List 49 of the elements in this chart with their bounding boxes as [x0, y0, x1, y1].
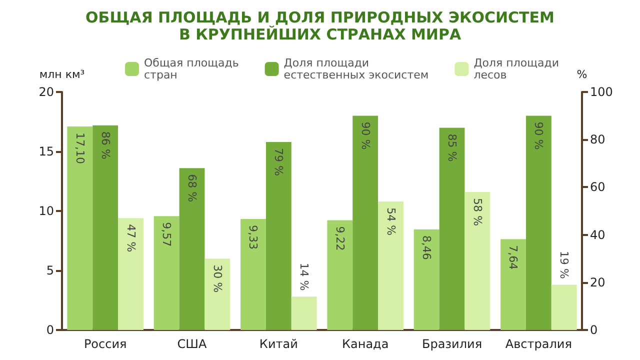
x-tick-label: Канада: [342, 337, 389, 351]
x-tick-label: Австралия: [505, 337, 572, 351]
data-label: 58 %: [470, 198, 484, 226]
data-label: 79 %: [272, 148, 286, 176]
bar: [204, 258, 230, 330]
data-label: 9,22: [333, 226, 346, 251]
data-label: 85 %: [446, 134, 458, 162]
y2-tick-label: 40: [590, 228, 606, 242]
y-axis-title: млн км³: [39, 68, 85, 81]
legend-label: Доля площади естественных экосистем: [284, 56, 429, 82]
y2-tick-label: 100: [590, 85, 613, 99]
bar: [378, 201, 404, 330]
x-tick-label: Бразилия: [422, 337, 482, 351]
y-tick-label: 15: [38, 144, 54, 158]
bar: [464, 192, 490, 330]
bar: [118, 218, 144, 330]
bar: [526, 116, 552, 330]
x-tick-label: США: [177, 337, 208, 351]
data-label: 54 %: [384, 207, 398, 236]
data-label: 17,10: [73, 132, 86, 164]
legend-label: Доля площади лесов: [474, 56, 559, 82]
data-label: 30 %: [210, 264, 224, 293]
y2-tick-label: 20: [590, 275, 606, 290]
y2-axis-title: %: [576, 68, 588, 81]
x-tick-label: Россия: [84, 337, 127, 351]
chart-title: ОБЩАЯ ПЛОЩАДЬ И ДОЛЯ ПРИРОДНЫХ ЭКОСИСТЕМ В КРУПНЕЙШИХ СТРАНАХ МИРА: [86, 8, 554, 44]
y-tick-label: 20: [38, 85, 54, 99]
data-label: 8,46: [420, 235, 434, 260]
data-label: 90 %: [358, 122, 372, 150]
bar: [439, 128, 465, 330]
y-tick-label: 5: [46, 264, 54, 278]
y-tick-label: 0: [46, 323, 54, 337]
data-label: 19 %: [558, 250, 571, 279]
data-label: 90 %: [532, 122, 546, 150]
y2-tick-label: 80: [590, 132, 606, 147]
bar: [291, 296, 317, 330]
y2-tick-label: 0: [590, 323, 598, 337]
data-label: 47 %: [124, 224, 138, 252]
data-label: 14 %: [298, 262, 311, 291]
data-label: 9,33: [246, 224, 260, 250]
x-tick-label: Китай: [259, 337, 298, 351]
data-label: 9,57: [160, 222, 174, 247]
y2-tick-label: 60: [590, 180, 606, 194]
data-label: 7,64: [506, 245, 520, 270]
y-tick-label: 10: [38, 204, 54, 218]
bar: [551, 284, 577, 330]
data-label: 68 %: [186, 174, 198, 202]
legend-label: Общая площадь стран: [144, 56, 239, 82]
data-label: 86 %: [98, 131, 112, 160]
